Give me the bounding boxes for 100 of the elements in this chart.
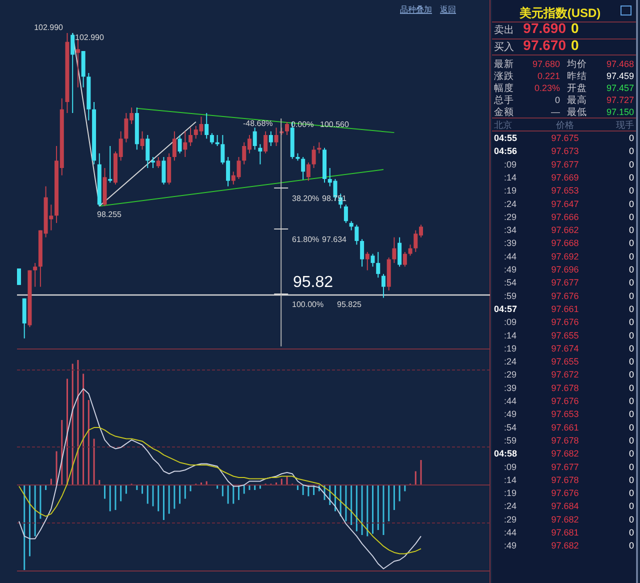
text: :59 xyxy=(504,290,517,301)
text: 0 xyxy=(628,146,634,156)
text: 买入 xyxy=(494,41,514,53)
text: 04:57 xyxy=(494,304,518,314)
text: 97.653 xyxy=(551,409,579,420)
text: 0 xyxy=(628,172,634,182)
text: :19 xyxy=(504,488,517,498)
annotation: 97.634 xyxy=(322,235,348,244)
text: 97.647 xyxy=(551,198,579,209)
text: 0 xyxy=(628,462,634,472)
text: 昨结 xyxy=(567,70,587,82)
text: 0 xyxy=(628,356,634,367)
text: :09 xyxy=(504,317,517,328)
text: 0 xyxy=(628,488,634,498)
text: 0 xyxy=(628,528,634,538)
text: :29 xyxy=(504,370,517,380)
text: 97.653 xyxy=(551,186,579,196)
text: 97.676 xyxy=(551,317,579,328)
text: 0 xyxy=(628,501,634,512)
text: 0.23% xyxy=(534,83,560,93)
text: 97.670 xyxy=(523,37,566,53)
text: 幅度 xyxy=(494,82,514,94)
text: 0 xyxy=(628,264,634,274)
text: 97.676 xyxy=(551,290,579,301)
text: 0 xyxy=(628,198,634,209)
annotation: 61.80% xyxy=(292,235,320,244)
text: 97.655 xyxy=(551,356,579,367)
text: 97.675 xyxy=(551,133,579,143)
text: 最高 xyxy=(567,94,587,106)
text: 品种叠加 xyxy=(400,5,432,14)
text: 均价 xyxy=(566,58,587,70)
text: 0.221 xyxy=(537,71,560,81)
text: :54 xyxy=(504,422,517,432)
text: 0 xyxy=(628,474,634,485)
text: 97.692 xyxy=(551,251,579,262)
text: 0 xyxy=(628,251,634,262)
annotation: 98.255 xyxy=(97,210,122,219)
text: :24 xyxy=(504,356,517,367)
text: :24 xyxy=(504,501,517,512)
text: 美元指数(USD) xyxy=(518,6,601,20)
text: :49 xyxy=(504,409,517,420)
text: :24 xyxy=(504,198,517,209)
text: :19 xyxy=(504,186,517,196)
text: 97.690 xyxy=(523,20,566,36)
text: 现手 xyxy=(616,120,634,130)
annotation: 95.825 xyxy=(337,300,362,309)
text: 97.684 xyxy=(551,501,579,512)
text: 0 xyxy=(628,370,634,380)
text: 0 xyxy=(628,435,634,446)
text: 0 xyxy=(628,225,634,236)
text: 97.680 xyxy=(532,59,560,69)
text: :34 xyxy=(504,225,517,236)
text: 04:56 xyxy=(494,146,518,156)
annotation: 100.560 xyxy=(320,120,350,129)
text: 97.681 xyxy=(551,528,579,538)
text: 97.468 xyxy=(606,59,634,69)
text: 0 xyxy=(628,186,634,196)
text: 97.661 xyxy=(551,304,579,314)
text: 04:55 xyxy=(494,133,518,143)
text: 0 xyxy=(628,343,634,354)
text: 开盘 xyxy=(567,82,587,94)
text: 0 xyxy=(571,20,579,36)
text: 97.677 xyxy=(551,278,579,288)
text: 97.662 xyxy=(551,225,579,236)
text: :39 xyxy=(504,238,517,248)
text: 0 xyxy=(628,133,634,143)
text: 97.676 xyxy=(551,396,579,406)
text: 97.682 xyxy=(551,540,579,551)
text: 97.669 xyxy=(551,172,579,182)
text: 97.678 xyxy=(551,474,579,485)
text: 97.696 xyxy=(551,264,579,274)
text: 总手 xyxy=(493,94,514,106)
text: — xyxy=(551,107,560,117)
text: 涨跌 xyxy=(494,70,514,82)
text: 0 xyxy=(628,304,634,314)
text: :54 xyxy=(504,278,517,288)
text: 97.678 xyxy=(551,435,579,446)
text: 返回 xyxy=(440,5,456,14)
text: 0 xyxy=(628,396,634,406)
annotation: 38.20% xyxy=(292,194,320,203)
text: 97.676 xyxy=(551,488,579,498)
annotation: 100.00% xyxy=(292,300,324,309)
text: 97.672 xyxy=(551,370,579,380)
text: :19 xyxy=(504,343,517,354)
text: 0 xyxy=(554,95,560,105)
text: :44 xyxy=(504,396,517,406)
text: 0 xyxy=(571,37,579,53)
text: 102.990 xyxy=(34,23,64,32)
text: 97.457 xyxy=(606,83,634,93)
text: :09 xyxy=(504,462,517,472)
text: 0 xyxy=(628,278,634,288)
text: 0 xyxy=(628,382,634,393)
text: :14 xyxy=(504,330,517,340)
text: 97.459 xyxy=(606,71,634,81)
text: 97.668 xyxy=(551,238,579,248)
text: 0 xyxy=(628,422,634,432)
annotation: -48.68% xyxy=(243,119,273,128)
text: 0 xyxy=(628,514,634,524)
text: 价格 xyxy=(555,120,574,130)
text: :44 xyxy=(504,528,517,538)
